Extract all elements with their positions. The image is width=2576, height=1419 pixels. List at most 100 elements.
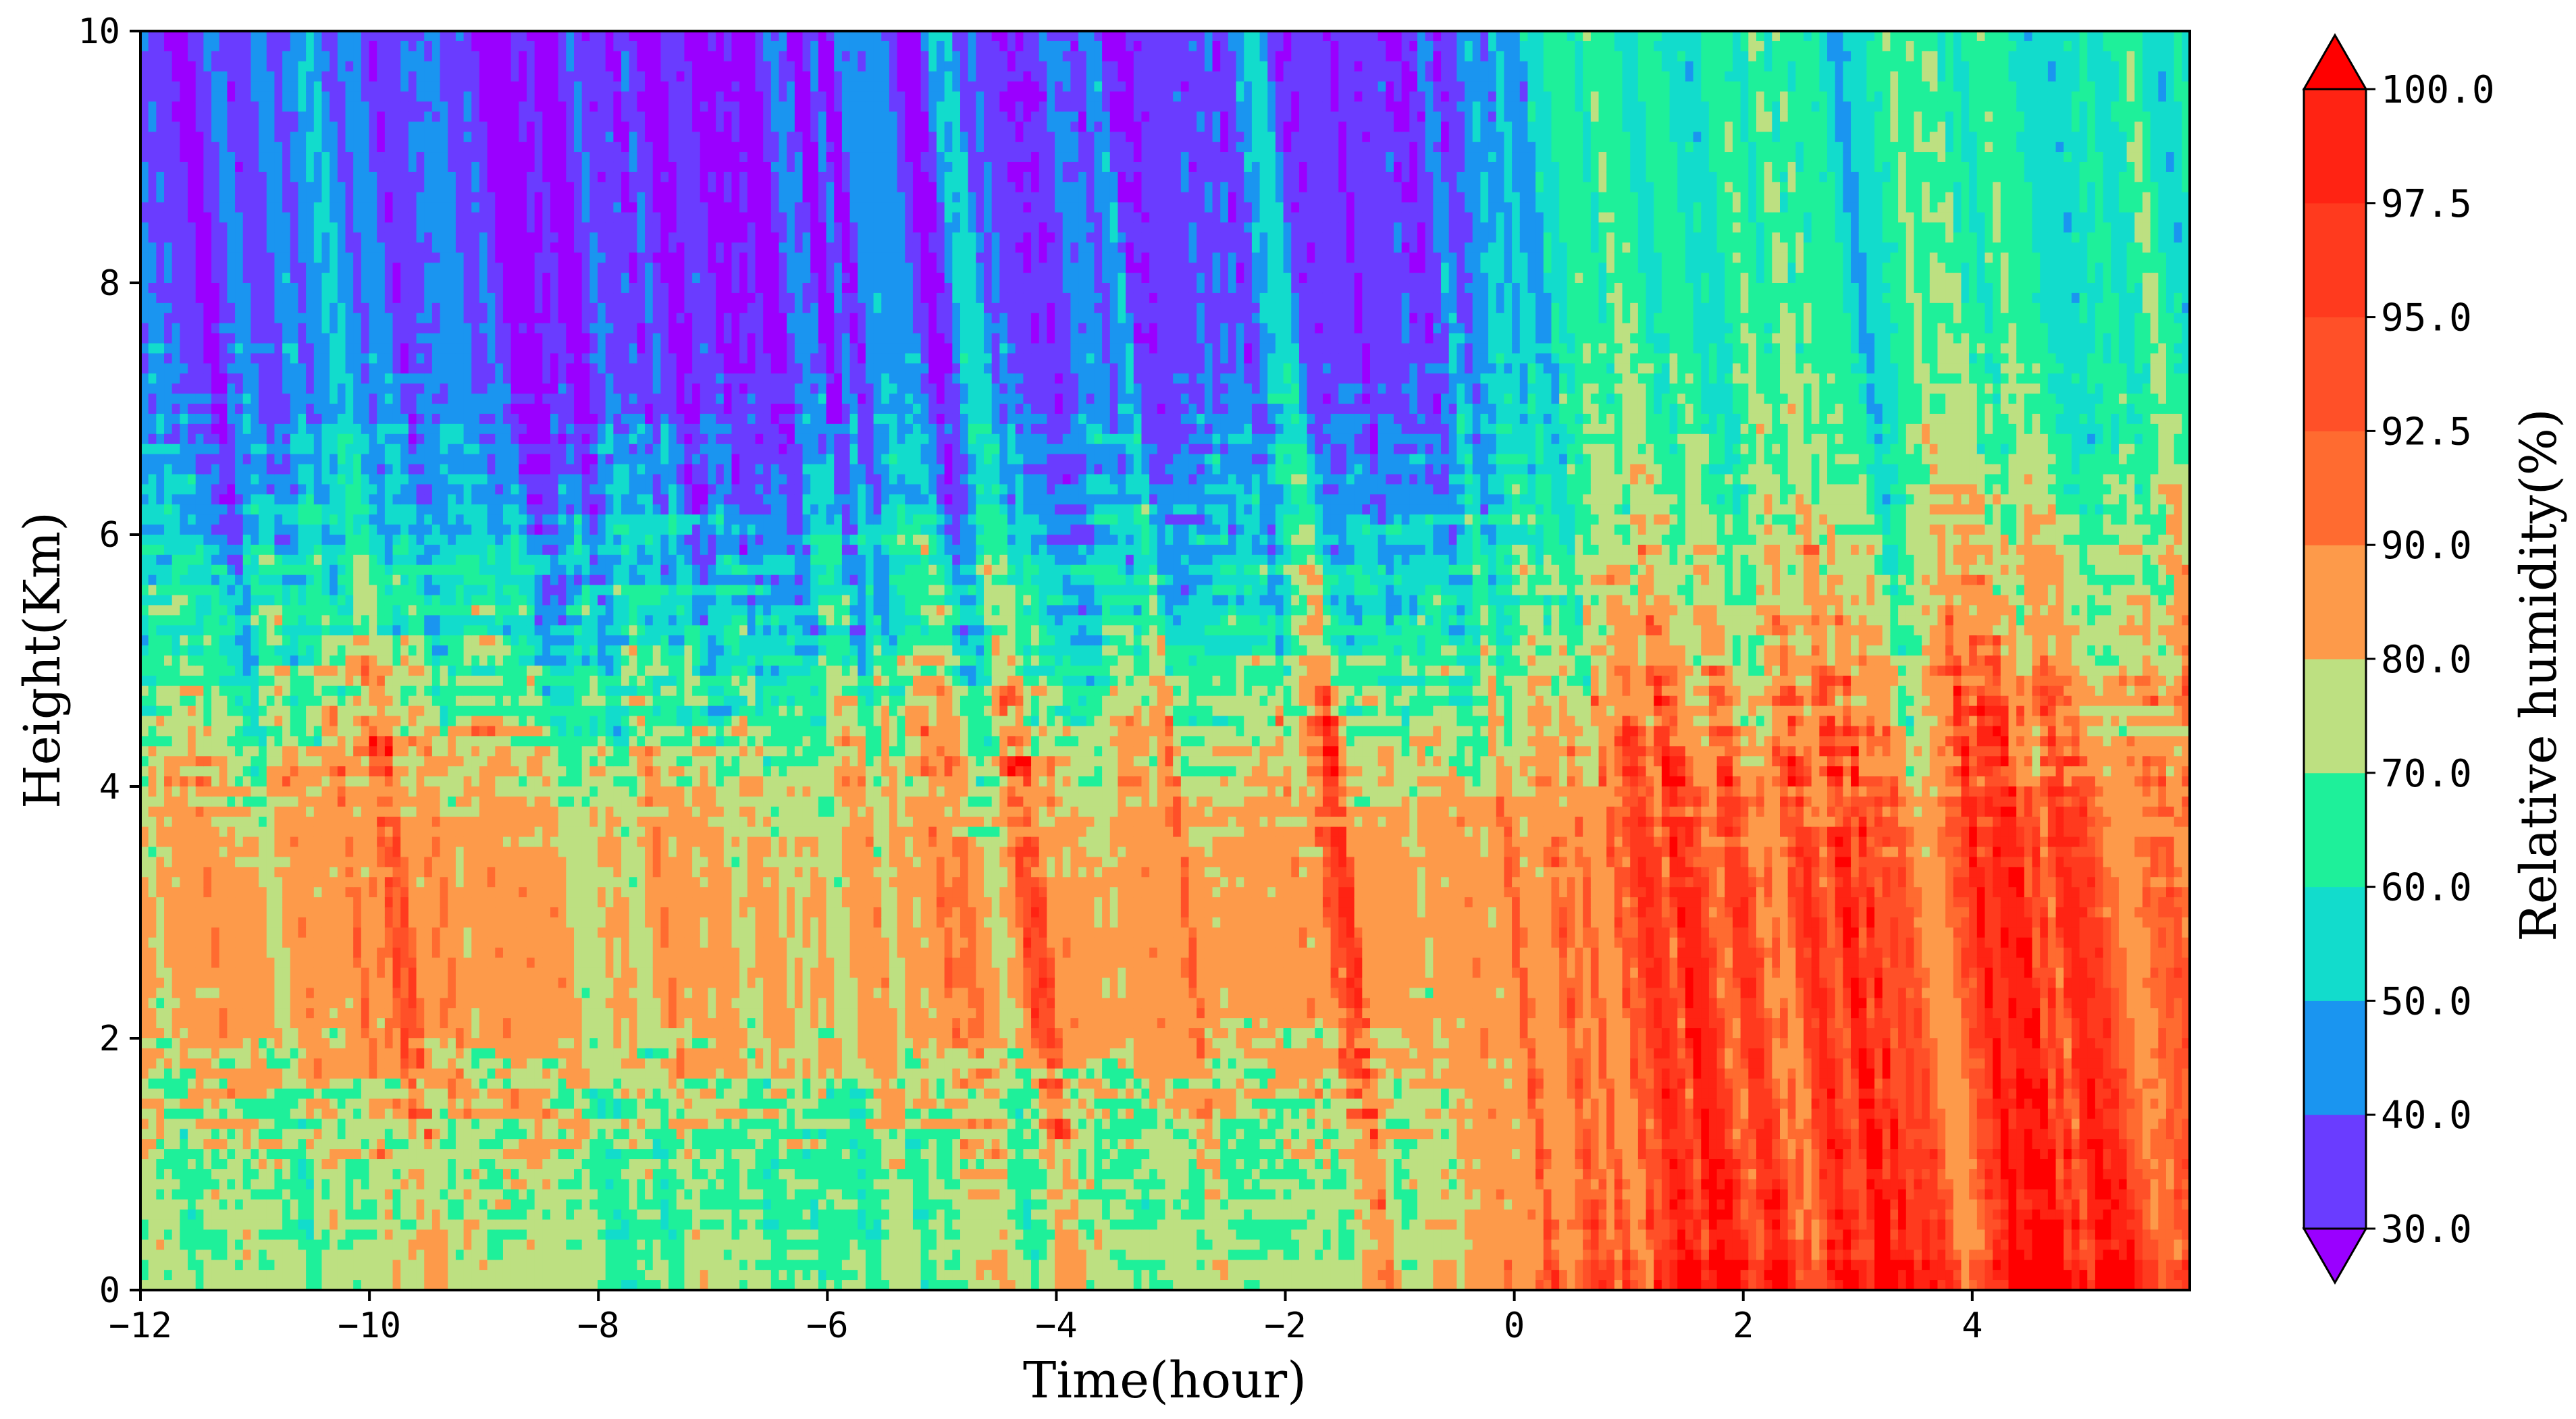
contour-cell — [306, 766, 314, 777]
contour-cell — [164, 1099, 172, 1110]
contour-cell — [243, 111, 251, 122]
contour-cell — [424, 837, 432, 848]
contour-cell — [338, 1079, 346, 1090]
contour-cell — [227, 978, 235, 988]
contour-cell — [219, 203, 228, 213]
contour-cell — [149, 817, 157, 828]
contour-cell — [400, 61, 409, 72]
contour-cell — [196, 716, 204, 727]
contour-cell — [432, 535, 440, 545]
contour-cell — [172, 877, 180, 888]
contour-cell — [353, 142, 361, 153]
contour-cell — [330, 283, 338, 294]
contour-cell — [290, 1270, 298, 1281]
contour-cell — [259, 132, 267, 142]
contour-cell — [400, 746, 409, 757]
contour-cell — [361, 333, 369, 344]
contour-cell — [235, 1229, 243, 1240]
contour-cell — [156, 948, 164, 959]
contour-cell — [251, 877, 259, 888]
contour-cell — [211, 434, 219, 445]
contour-cell — [369, 1108, 377, 1119]
contour-cell — [172, 353, 180, 364]
contour-cell — [400, 142, 409, 153]
contour-cell — [424, 434, 432, 445]
contour-cell — [172, 192, 180, 203]
contour-cell — [259, 494, 267, 505]
contour-cell — [314, 847, 322, 858]
contour-cell — [267, 807, 275, 818]
contour-cell — [290, 766, 298, 777]
contour-cell — [448, 595, 456, 606]
contour-cell — [417, 807, 425, 818]
contour-cell — [346, 968, 354, 979]
contour-cell — [346, 756, 354, 767]
contour-cell — [203, 504, 211, 515]
contour-cell — [196, 1028, 204, 1039]
contour-cell — [440, 82, 448, 92]
contour-cell — [298, 82, 306, 92]
contour-cell — [424, 242, 432, 253]
contour-cell — [306, 726, 314, 737]
contour-cell — [338, 1048, 346, 1059]
contour-cell — [180, 686, 188, 697]
contour-cell — [432, 998, 440, 1009]
contour-cell — [346, 857, 354, 867]
contour-cell — [424, 877, 432, 888]
contour-cell — [203, 1008, 211, 1019]
contour-cell — [361, 1270, 369, 1281]
contour-cell — [219, 535, 228, 545]
contour-cell — [180, 1149, 188, 1160]
contour-cell — [196, 504, 204, 515]
contour-cell — [267, 303, 275, 314]
contour-cell — [156, 686, 164, 697]
contour-cell — [448, 232, 456, 243]
contour-cell — [353, 786, 361, 797]
contour-cell — [330, 504, 338, 515]
contour-cell — [298, 192, 306, 203]
contour-cell — [385, 645, 393, 656]
contour-cell — [330, 635, 338, 646]
contour-cell — [267, 655, 275, 666]
contour-cell — [219, 746, 228, 757]
contour-cell — [417, 263, 425, 273]
contour-cell — [196, 464, 204, 475]
contour-cell — [274, 122, 282, 132]
contour-cell — [274, 152, 282, 163]
contour-cell — [353, 827, 361, 838]
contour-cell — [346, 101, 354, 112]
contour-cell — [156, 252, 164, 263]
contour-cell — [369, 1260, 377, 1270]
contour-cell — [267, 535, 275, 545]
contour-cell — [235, 837, 243, 848]
contour-cell — [259, 222, 267, 233]
contour-cell — [211, 565, 219, 576]
contour-cell — [259, 1079, 267, 1090]
contour-cell — [298, 877, 306, 888]
contour-cell — [149, 555, 157, 566]
contour-cell — [338, 1139, 346, 1150]
contour-cell — [409, 111, 417, 122]
contour-cell — [440, 1099, 448, 1110]
contour-cell — [211, 535, 219, 545]
contour-cell — [417, 766, 425, 777]
contour-cell — [203, 1220, 211, 1231]
contour-cell — [156, 837, 164, 848]
contour-cell — [219, 1129, 228, 1140]
contour-cell — [267, 1179, 275, 1190]
contour-cell — [149, 756, 157, 767]
contour-cell — [393, 726, 401, 737]
contour-cell — [251, 776, 259, 787]
contour-cell — [282, 897, 290, 908]
contour-cell — [180, 958, 188, 969]
contour-cell — [251, 666, 259, 676]
contour-cell — [196, 222, 204, 233]
contour-cell — [385, 938, 393, 948]
contour-cell — [259, 746, 267, 757]
contour-cell — [314, 958, 322, 969]
contour-cell — [306, 41, 314, 52]
contour-cell — [409, 484, 417, 495]
contour-cell — [251, 303, 259, 314]
contour-cell — [306, 988, 314, 998]
contour-cell — [172, 222, 180, 233]
